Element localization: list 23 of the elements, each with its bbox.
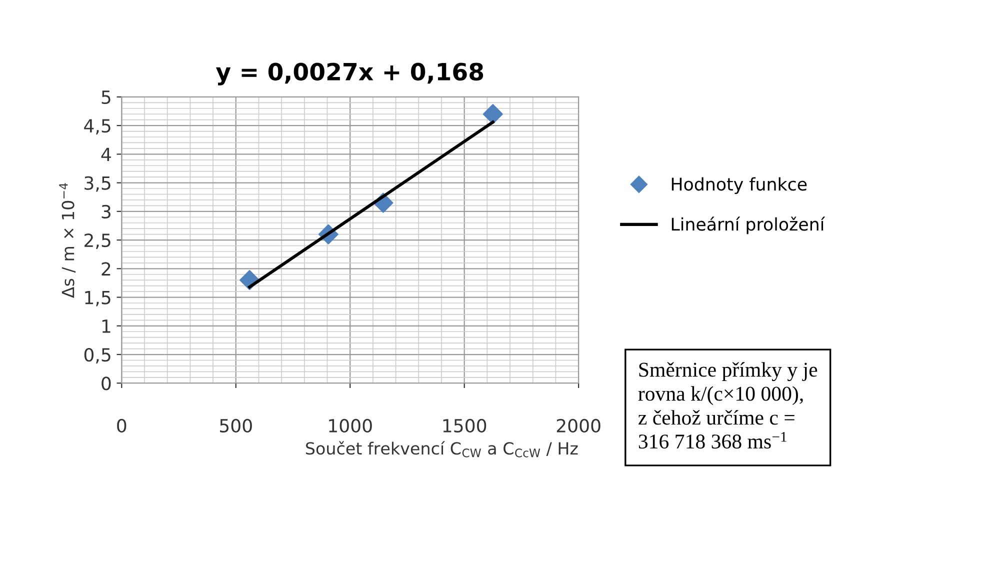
y-tick-label: 1: [102, 320, 110, 333]
y-tick-label: 2: [102, 262, 110, 276]
text: Směrnice přímky y je rovna k/(c×10 000), z čehož určíme c = 316 718 368 ms$^{−1}$: [638, 362, 818, 449]
legend-label: Lineární proložení: [672, 216, 826, 234]
y-tick-label: 3,5: [84, 176, 110, 192]
y-tick-label: 4: [101, 148, 111, 162]
x-tick-label: 2000: [556, 418, 600, 433]
y-tick-label: 3: [102, 204, 110, 219]
y-tick-label: 5: [102, 90, 110, 104]
x-tick-label: 0: [117, 418, 126, 433]
x-axis-title: Součet frekvencí C$_{CW}$ a C$_{CcW}$ / Hz: [306, 441, 578, 458]
y-tick-label: 1,5: [85, 290, 110, 306]
x-tick-label: 1500: [443, 418, 486, 433]
y-axis-title: Δs / m × 10$^{−4}$: [59, 183, 76, 298]
point: [482, 104, 503, 124]
legend-label: Hodnoty funkce: [672, 177, 807, 194]
chart-title: y = 0,0027x + 0,168: [216, 62, 484, 86]
y-tick-label: 2,5: [84, 233, 110, 249]
x-tick-label: 500: [220, 418, 252, 433]
x-tick-label: 1000: [329, 418, 372, 433]
y-tick-label: 4,5: [84, 119, 110, 135]
y-tick-label: 0,5: [84, 348, 110, 364]
y-tick-label: 0: [102, 376, 111, 390]
